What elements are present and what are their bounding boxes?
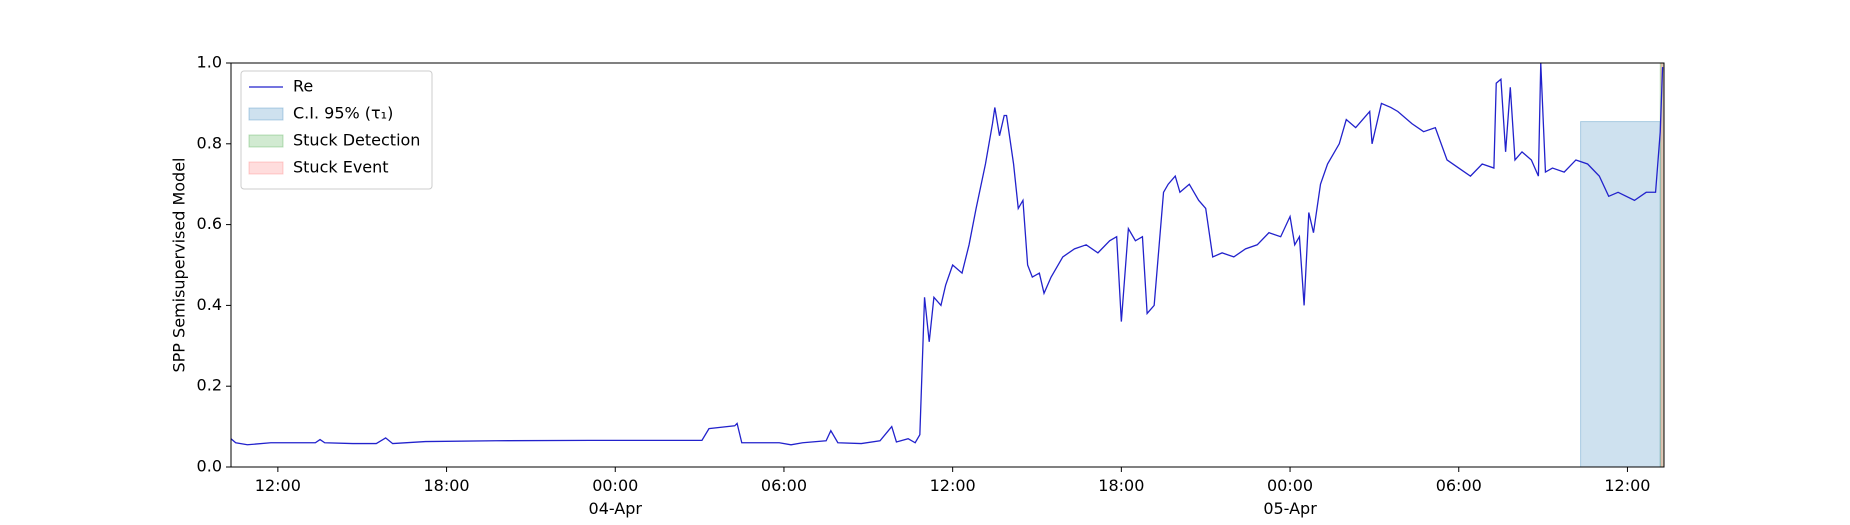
legend-patch [248,134,284,148]
y-tick-label: 0.6 [197,214,222,233]
x-tick-label: 00:00 04-Apr 1900 [588,476,642,525]
x-tick-label: 06:00 [760,476,807,495]
y-tick-label: 1.0 [197,53,222,72]
y-tick-label: 0.4 [197,295,222,314]
y-tick-label: 0.8 [197,133,222,152]
plot-frame [230,62,1665,468]
legend-label: C.I. 95% (τ₁) [293,104,393,123]
x-tick-label: 12:00 [254,476,301,495]
span-region [1580,121,1661,468]
x-tick-label: 06:00 [1435,476,1482,495]
legend-patch [248,107,284,121]
y-tick-label: 0.2 [197,376,222,395]
legend-box [240,70,433,190]
legend-label: Stuck Event [293,158,389,177]
x-tick-label: 12:00 [1604,476,1651,495]
legend: Re C.I. 95% (τ₁) Stuck Detection Stuck Even… [240,70,433,190]
legend-label: Re [293,77,313,96]
x-tick-label: 18:00 [1098,476,1145,495]
x-tick-label: 00:00 05-Apr [1263,476,1317,518]
y-tick-label: 0.0 [197,457,222,476]
legend-label: Stuck Detection [293,131,420,150]
legend-patch [248,161,284,175]
x-tick-label: 18:00 [423,476,470,495]
y-axis-label: SPP Semisupervised Model [170,158,189,373]
x-tick-label: 12:00 [929,476,976,495]
data-line [230,62,1664,446]
